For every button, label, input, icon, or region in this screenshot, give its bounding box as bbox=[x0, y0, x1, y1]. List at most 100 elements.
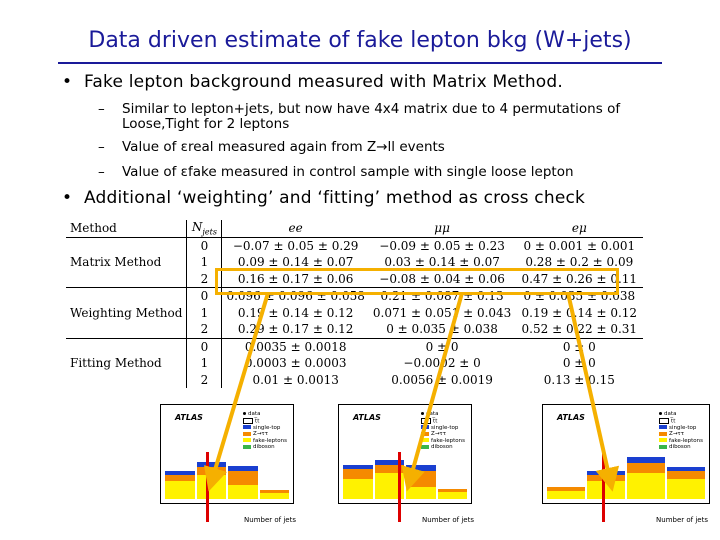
legend-item: single-top bbox=[243, 425, 287, 432]
njets-cell: 1 bbox=[186, 355, 223, 372]
legend-label: data bbox=[248, 411, 261, 417]
arrow-mumu bbox=[401, 292, 464, 492]
bar-2jet bbox=[627, 457, 665, 499]
njets-cell: 0 bbox=[186, 337, 223, 355]
legend-item: diboson bbox=[243, 444, 287, 451]
table-body: 0 −0.07 ± 0.05 ± 0.29 −0.09 ± 0.05 ± 0.23 0… bbox=[66, 237, 644, 388]
legend-item: data bbox=[421, 411, 465, 418]
table-row: Fitting Method 1 0.0003 ± 0.0003 −0.0002 ± … bbox=[66, 355, 643, 372]
atlas-label: ATLAS bbox=[175, 413, 203, 422]
emu-cell: 0 ± 0 bbox=[562, 356, 596, 371]
header-mumu: μμ bbox=[368, 220, 516, 238]
legend-item: t̅t bbox=[243, 417, 287, 425]
legend-item: diboson bbox=[421, 444, 465, 451]
method-cell bbox=[66, 337, 188, 355]
bar-2jet bbox=[228, 466, 258, 499]
ee-cell: 0.19 ± 0.14 ± 0.12 bbox=[237, 305, 354, 320]
sub-bullet-1: – Similar to lepton+jets, but now have 4x… bbox=[98, 102, 688, 132]
legend-item: data bbox=[243, 411, 287, 418]
mumu-cell: 0.071 ± 0.051 ± 0.043 bbox=[372, 305, 512, 320]
legend-label: Z→ττ bbox=[253, 431, 269, 437]
legend-label: diboson bbox=[431, 444, 453, 450]
highlight-box bbox=[215, 268, 619, 295]
bar-3jet bbox=[259, 490, 289, 499]
ee-cell: 0.0035 ± 0.0018 bbox=[221, 337, 369, 355]
plot-xlabel: Number of jets bbox=[656, 516, 708, 524]
plot-emu: ATLAS data t̅t single-top Z→ττ fake-lept… bbox=[522, 400, 712, 524]
legend-item: fake-leptons bbox=[659, 438, 703, 445]
legend-item: diboson bbox=[659, 444, 703, 451]
plot-xlabel: Number of jets bbox=[422, 516, 474, 524]
legend-label: t̅t bbox=[433, 418, 438, 424]
emu-cell: 0.13 ± 0.15 bbox=[543, 372, 615, 387]
legend-label: single-top bbox=[669, 424, 697, 431]
sub-bullet-2-text: Value of εreal measured again from Z→ll … bbox=[122, 139, 445, 155]
bar-3jet bbox=[667, 467, 705, 499]
legend-label: diboson bbox=[669, 444, 691, 450]
mumu-cell: 0.0056 ± 0.0019 bbox=[391, 372, 493, 387]
header-method: Method bbox=[66, 220, 188, 238]
njets-cell: 2 bbox=[186, 371, 223, 388]
legend-item: Z→ττ bbox=[243, 431, 287, 438]
method-cell bbox=[66, 237, 188, 254]
mumu-cell: −0.08 ± 0.04 ± 0.06 bbox=[379, 271, 505, 286]
title-underline bbox=[58, 62, 662, 64]
ee-cell: 0.01 ± 0.0013 bbox=[252, 372, 339, 387]
mumu-cell: 0.03 ± 0.14 ± 0.07 bbox=[384, 255, 500, 270]
sub-bullet-2: – Value of εreal measured again from Z→ll… bbox=[98, 140, 445, 155]
header-njets: Njets bbox=[186, 220, 223, 238]
table-row: 2 0.01 ± 0.0013 0.0056 ± 0.0019 0.13 ± 0.15 bbox=[66, 371, 643, 388]
njets-cell: 0 bbox=[186, 237, 223, 254]
legend-label: data bbox=[426, 411, 439, 417]
legend-label: t̅t bbox=[255, 418, 260, 424]
arrow-ee bbox=[203, 292, 270, 492]
legend-item: Z→ττ bbox=[421, 431, 465, 438]
njets-symbol: N bbox=[191, 220, 203, 235]
table-row: 2 0.16 ± 0.17 ± 0.06 −0.08 ± 0.04 ± 0.06 0.… bbox=[66, 270, 643, 288]
bar-3jet bbox=[437, 489, 467, 499]
header-emu: eμ bbox=[515, 220, 644, 238]
mumu-cell: 0 ± 0 bbox=[368, 337, 516, 355]
njets-cell: 2 bbox=[186, 270, 223, 288]
mumu-cell: 0 ± 0.035 ± 0.038 bbox=[386, 322, 498, 337]
slide-title: Data driven estimate of fake lepton bkg … bbox=[88, 28, 632, 53]
legend-label: diboson bbox=[253, 444, 275, 450]
legend-item: t̅t bbox=[659, 417, 703, 425]
plot-legend: data t̅t single-top Z→ττ fake-leptons di… bbox=[243, 411, 287, 451]
header-ee: ee bbox=[221, 220, 369, 238]
bullet-2-text: Additional ‘weighting’ and ‘fitting’ met… bbox=[84, 188, 586, 208]
legend-label: data bbox=[664, 411, 677, 417]
legend-label: fake-leptons bbox=[669, 437, 703, 444]
njets-cell: 0 bbox=[186, 287, 223, 305]
method-cell bbox=[66, 287, 188, 305]
table-row: Matrix Method 1 0.09 ± 0.14 ± 0.07 0.03 ± 0… bbox=[66, 254, 643, 271]
plot-ee: ATLAS data t̅t single-top Z→ττ fake-lept… bbox=[140, 400, 300, 524]
sub-bullet-3: – Value of εfake measured in control samp… bbox=[98, 165, 574, 180]
bullet-1: • Fake lepton background measured with Ma… bbox=[62, 72, 563, 92]
njets-cell: 2 bbox=[186, 321, 223, 338]
red-marker-mumu bbox=[398, 452, 401, 522]
plot-frame: ATLAS data t̅t single-top Z→ττ fake-lept… bbox=[160, 404, 294, 504]
method-cell bbox=[66, 321, 188, 338]
njets-cell: 1 bbox=[186, 254, 223, 271]
emu-cell: 0.52 ± 0.22 ± 0.31 bbox=[521, 322, 638, 337]
legend-label: Z→ττ bbox=[669, 431, 685, 437]
ee-cell: 0.29 ± 0.17 ± 0.12 bbox=[237, 322, 354, 337]
bar-0jet bbox=[165, 471, 195, 499]
bar-0jet bbox=[547, 487, 585, 499]
legend-item: data bbox=[659, 411, 703, 418]
legend-item: fake-leptons bbox=[421, 438, 465, 445]
emu-cell: 0 ± 0.001 ± 0.001 bbox=[523, 238, 636, 253]
legend-item: fake-leptons bbox=[243, 438, 287, 445]
sub-bullet-3-text: Value of εfake measured in control sampl… bbox=[122, 164, 574, 180]
sub-bullet-1-text: Similar to lepton+jets, but now have 4x4… bbox=[122, 101, 621, 132]
method-cell: Matrix Method bbox=[66, 254, 188, 271]
bullet-dot: • bbox=[62, 72, 73, 92]
dash: – bbox=[98, 139, 105, 155]
legend-label: t̅t bbox=[671, 418, 676, 424]
table-header-row: Method Njets ee μμ eμ bbox=[66, 220, 644, 238]
method-cell: Fitting Method bbox=[66, 355, 188, 372]
method-cell bbox=[66, 371, 188, 388]
table-row: Weighting Method 1 0.19 ± 0.14 ± 0.12 0.071… bbox=[66, 304, 643, 321]
